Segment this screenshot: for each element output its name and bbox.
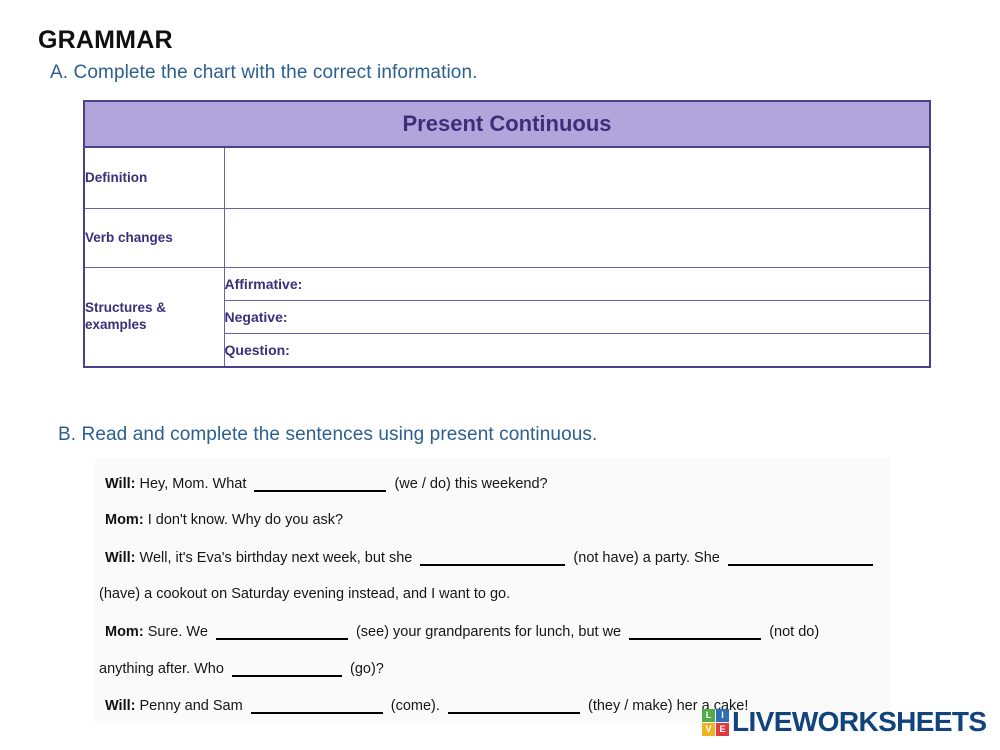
row-label-structures-examples: Structures & examples (83, 267, 225, 368)
dialogue-panel: Will: Hey, Mom. What (we / do) this week… (95, 458, 890, 723)
answer-blank[interactable] (420, 549, 566, 566)
answer-blank[interactable] (250, 697, 383, 714)
answer-blank[interactable] (727, 549, 873, 566)
dialogue-line-2: Mom: I don't know. Why do you ask? (105, 512, 343, 528)
dialogue-text: I don't know. Why do you ask? (147, 512, 344, 528)
dialogue-text: Sure. We (147, 624, 208, 640)
liveworksheets-logo-tiles: L I V E (702, 708, 729, 736)
dialogue-line-4: (have) a cookout on Saturday evening ins… (99, 586, 510, 602)
dialogue-cue: (see) your grandparents for lunch, but w… (355, 624, 622, 640)
table-row-verb-changes: Verb changes (83, 208, 931, 268)
liveworksheets-wordmark: LIVEWORKSHEETS (732, 706, 987, 737)
dialogue-text: (go)? (350, 661, 384, 677)
table-row-definition: Definition (83, 146, 931, 209)
dialogue-text: Penny and Sam (139, 698, 243, 714)
row-label-verb-changes: Verb changes (83, 208, 225, 268)
dialogue-line-6: anything after. Who (go)? (99, 660, 384, 677)
answer-cell-definition[interactable] (223, 146, 931, 209)
dialogue-text: Hey, Mom. What (139, 476, 247, 492)
row-label-definition: Definition (83, 146, 225, 209)
dialogue-text: Well, it's Eva's birthday next week, but… (139, 550, 413, 566)
speaker-label: Will: (105, 550, 136, 566)
page-title: GRAMMAR (38, 26, 173, 54)
speaker-label: Mom: (105, 624, 144, 640)
speaker-label: Will: (105, 476, 136, 492)
grammar-chart-table: Present Continuous Definition Verb chang… (83, 100, 932, 368)
dialogue-line-1: Will: Hey, Mom. What (we / do) this week… (105, 475, 548, 492)
table-row-question: Question: (84, 333, 931, 368)
logo-tile-l-icon: L (702, 708, 715, 722)
sub-cell-affirmative[interactable]: Affirmative: (223, 267, 931, 301)
speaker-label: Will: (105, 698, 136, 714)
dialogue-cue: (come). (390, 698, 440, 714)
table-row-negative: Negative: (84, 300, 931, 334)
logo-tile-v-icon: V (702, 722, 715, 736)
table-header-row: Present Continuous (83, 100, 931, 148)
logo-tile-e-icon: E (716, 722, 729, 736)
liveworksheets-logo: L I V E LIVEWORKSHEETS (702, 708, 987, 736)
answer-blank[interactable] (629, 623, 762, 640)
dialogue-cue: (we / do) this weekend? (394, 476, 548, 492)
table-title-cell: Present Continuous (83, 100, 931, 148)
answer-blank[interactable] (215, 623, 348, 640)
dialogue-text: anything after. Who (99, 661, 224, 677)
answer-blank[interactable] (254, 475, 387, 492)
table-row-affirmative: Structures & examples Affirmative: (83, 267, 931, 368)
dialogue-text: (have) a cookout on Saturday evening ins… (99, 586, 511, 602)
answer-cell-verb-changes[interactable] (223, 208, 931, 268)
sub-cell-negative[interactable]: Negative: (223, 300, 931, 334)
dialogue-line-3: Will: Well, it's Eva's birthday next wee… (105, 549, 877, 566)
speaker-label: Mom: (105, 512, 144, 528)
dialogue-cue: (not do) (769, 624, 820, 640)
dialogue-line-5: Mom: Sure. We (see) your grandparents fo… (105, 623, 819, 640)
answer-blank[interactable] (447, 697, 580, 714)
answer-blank[interactable] (231, 660, 342, 677)
instruction-section-a: A. Complete the chart with the correct i… (50, 62, 478, 83)
dialogue-line-7: Will: Penny and Sam (come). (they / make… (105, 697, 748, 714)
dialogue-cue: (not have) a party. She (573, 550, 720, 566)
logo-tile-i-icon: I (716, 708, 729, 722)
sub-cell-question[interactable]: Question: (223, 333, 931, 368)
instruction-section-b: B. Read and complete the sentences using… (58, 424, 598, 445)
